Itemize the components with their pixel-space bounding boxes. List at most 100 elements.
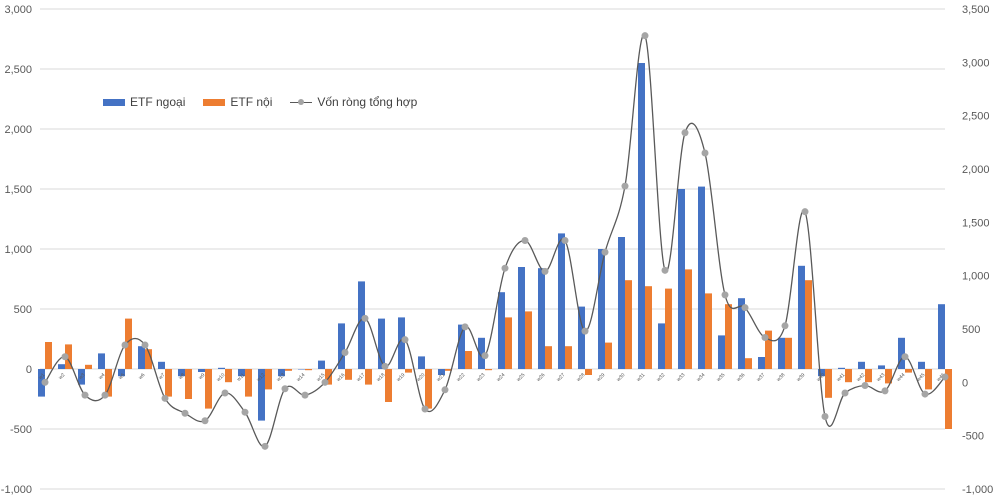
line-marker <box>441 386 449 394</box>
bar <box>98 353 105 369</box>
y-left-tick: 0 <box>26 364 32 376</box>
line-marker <box>281 385 289 393</box>
legend-label: ETF ngoại <box>130 95 186 109</box>
gridlines <box>40 8 945 490</box>
bar <box>778 337 785 369</box>
x-tick-label: w2 <box>58 372 67 381</box>
x-tick-label: w27 <box>556 372 567 383</box>
line-marker <box>821 412 829 420</box>
bar <box>378 318 385 369</box>
x-tick-label: w8 <box>178 372 187 381</box>
bar <box>578 306 585 369</box>
bar <box>165 369 172 397</box>
x-tick-label: w16 <box>336 372 347 383</box>
line-marker <box>681 129 689 137</box>
x-tick-label: w12 <box>256 372 267 383</box>
bar <box>185 369 192 399</box>
bar <box>58 364 65 369</box>
bar <box>278 369 285 377</box>
bar <box>225 369 232 383</box>
line-marker <box>301 391 309 399</box>
bar <box>305 369 312 371</box>
legend-label: ETF nội <box>230 95 273 109</box>
line-marker <box>361 314 369 322</box>
bar <box>918 361 925 369</box>
x-tick-label: w4 <box>98 372 107 381</box>
net-flow-line <box>44 34 946 448</box>
bar <box>78 369 85 385</box>
line-marker <box>161 394 169 402</box>
line-marker <box>601 248 609 256</box>
bar <box>38 369 45 397</box>
bar <box>158 361 165 369</box>
x-tick-label: w15 <box>316 372 327 383</box>
bar <box>925 369 932 390</box>
bar <box>45 342 52 369</box>
line-marker <box>81 391 89 399</box>
bar <box>698 186 705 369</box>
x-tick-label: w1 <box>38 372 47 381</box>
y-left-tick: 1,000 <box>4 244 32 256</box>
bar <box>245 369 252 397</box>
x-tick-label: w29 <box>596 372 607 383</box>
line-marker <box>641 32 649 40</box>
line-marker <box>901 353 909 361</box>
bar <box>878 365 885 369</box>
legend-swatch-orange <box>203 98 226 106</box>
line-marker <box>321 378 329 386</box>
x-tick-label: w34 <box>696 372 707 383</box>
x-tick-label: w44 <box>896 372 907 383</box>
x-tick-label: w18 <box>376 372 387 383</box>
line-marker <box>481 352 489 360</box>
y-axis-left: 3,000 2,500 2,000 1,500 1,000 500 0 -500 -1,000 <box>1 4 32 496</box>
line-marker <box>541 267 549 275</box>
y-right-tick: 2,500 <box>962 111 990 123</box>
bar <box>85 364 92 369</box>
x-tick-label: w9 <box>198 372 207 381</box>
bar <box>945 369 952 429</box>
bar <box>678 189 685 369</box>
bar <box>785 337 792 369</box>
bar <box>685 269 692 369</box>
bar <box>645 286 652 369</box>
bar <box>618 237 625 369</box>
bar <box>505 317 512 369</box>
bar <box>825 369 832 398</box>
bar <box>545 346 552 369</box>
x-tick-label: w43 <box>876 372 887 383</box>
x-tick-label: w5 <box>118 372 127 381</box>
bar <box>798 265 805 369</box>
bar <box>145 349 152 369</box>
bar <box>905 369 912 373</box>
x-tick-label: w33 <box>676 372 687 383</box>
line-marker <box>721 291 729 299</box>
line-marker <box>421 405 429 413</box>
bar <box>665 288 672 369</box>
y-right-tick: -1,000 <box>962 484 993 496</box>
bar <box>238 369 245 377</box>
x-tick-label: w40 <box>816 372 827 383</box>
x-tick-label: w37 <box>756 372 767 383</box>
x-tick-label: w28 <box>576 372 587 383</box>
bar <box>105 369 112 397</box>
x-tick-label: w21 <box>436 372 447 383</box>
bar <box>198 369 205 372</box>
bar <box>178 369 185 377</box>
x-tick-label: w23 <box>476 372 487 383</box>
bar <box>725 304 732 369</box>
y-axis-right: 3,500 3,000 2,500 2,000 1,500 1,000 500 0 -500 -1… <box>962 4 993 496</box>
bar <box>298 369 305 370</box>
y-left-tick: 3,000 <box>4 4 32 16</box>
line-marker <box>941 373 949 381</box>
bar <box>285 369 292 371</box>
y-right-tick: -500 <box>962 431 984 443</box>
bar <box>425 369 432 409</box>
x-tick-label: w10 <box>216 372 227 383</box>
line-marker <box>621 182 629 190</box>
line-marker <box>221 389 229 397</box>
bar <box>718 335 725 369</box>
line-marker <box>521 236 529 244</box>
legend: ETF ngoại ETF nội Vốn ròng tổng hợp <box>103 95 417 109</box>
x-tick-label: w26 <box>536 372 547 383</box>
line-marker <box>841 389 849 397</box>
